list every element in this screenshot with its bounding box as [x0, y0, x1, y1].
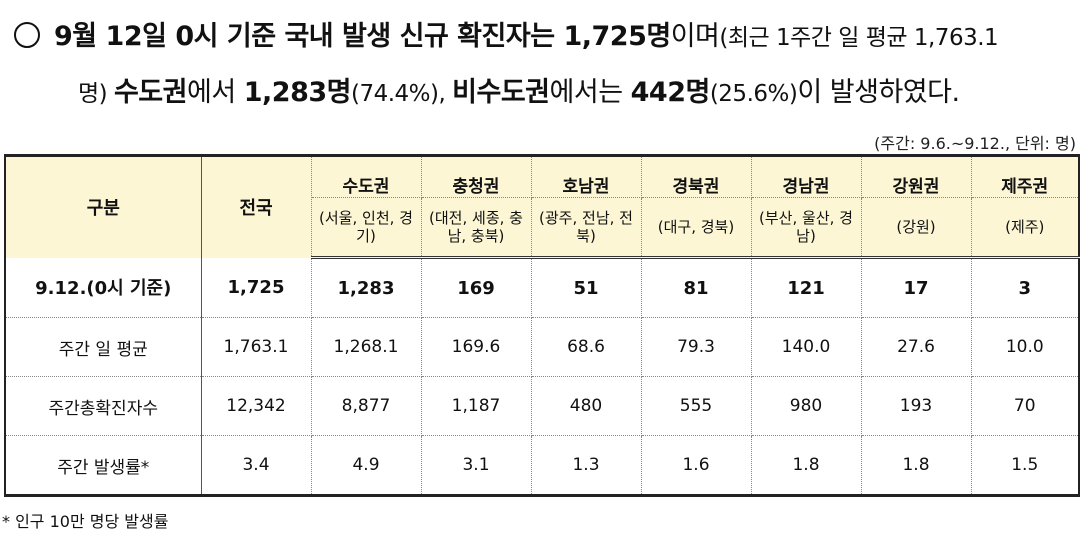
- summary-text: 에서는: [549, 77, 631, 108]
- non-capital-area-cases: 442명: [630, 77, 711, 108]
- table-cell: 140.0: [751, 317, 862, 377]
- header-row-regions: 구분 전국 수도권 충청권 호남권 경북권 경남권 강원권 제주권: [5, 155, 1079, 258]
- table-cell: 4.9: [311, 435, 422, 496]
- table-cell: 3.4: [201, 435, 312, 496]
- summary-text: 명): [78, 81, 114, 107]
- summary-text: 에서: [186, 77, 244, 108]
- table-cell: 555: [641, 376, 752, 436]
- regional-cases-table: 구분 전국 수도권 충청권 호남권 경북권 경남권 강원권 제주권 (서울, 인…: [4, 154, 1080, 497]
- table-cell: 81: [641, 257, 752, 318]
- table-cell: 27.6: [861, 317, 972, 377]
- non-capital-area-label: 비수도권: [452, 77, 550, 108]
- header-category: 구분: [5, 155, 202, 258]
- new-cases-total: 1,725명: [563, 21, 671, 52]
- header-region: 경남권: [751, 155, 862, 198]
- header-subregion: (부산, 울산, 경남): [751, 197, 862, 259]
- row-label: 주간 발생률*: [5, 435, 202, 496]
- unit-note: (주간: 9.6.~9.12., 단위: 명): [874, 134, 1076, 153]
- table-cell: 1,187: [421, 376, 532, 436]
- table-cell: 51: [531, 257, 642, 318]
- header-subregion: (광주, 전남, 전북): [531, 197, 642, 259]
- table-cell: 1.3: [531, 435, 642, 496]
- table-cell: 10.0: [971, 317, 1079, 377]
- summary-line-1: 9월 12일 0시 기준 국내 발생 신규 확진자는 1,725명이며(최근 1…: [14, 14, 999, 53]
- header-subregion: (대전, 세종, 충남, 충북): [421, 197, 532, 259]
- table-cell: 79.3: [641, 317, 752, 377]
- table-cell: 169: [421, 257, 532, 318]
- table-cell: 1,283: [311, 257, 422, 318]
- table-cell: 1,763.1: [201, 317, 312, 377]
- table-row: 주간 발생률* 3.4 4.9 3.1 1.3 1.6 1.8 1.8 1.5: [5, 435, 1079, 496]
- circle-bullet-icon: [14, 22, 40, 48]
- table-cell: 1.8: [751, 435, 862, 496]
- table-cell: 1.5: [1011, 455, 1039, 475]
- table-cell: 1.8: [861, 435, 972, 496]
- summary-text: 이며: [670, 21, 720, 52]
- table-cell: 17: [861, 257, 972, 318]
- capital-area-label: 수도권: [113, 77, 188, 108]
- capital-area-percent: (74.4%),: [351, 81, 453, 107]
- header-region: 호남권: [531, 155, 642, 198]
- table-cell: 1,725: [201, 257, 312, 318]
- header-subregion: (제주): [971, 197, 1079, 259]
- summary-text: 이 발생하였다.: [797, 77, 960, 108]
- table-cell: 169.6: [421, 317, 532, 377]
- table-cell: 1.6: [641, 435, 752, 496]
- header-nationwide: 전국: [201, 155, 312, 258]
- header-region: 제주권: [971, 155, 1079, 198]
- footnote: * 인구 10만 명당 발생률: [2, 512, 169, 531]
- table-row: 주간총확진자수 12,342 8,877 1,187 480 555 980 1…: [5, 376, 1079, 436]
- header-region: 충청권: [421, 155, 532, 198]
- capital-area-cases: 1,283명: [243, 77, 352, 108]
- header-region: 강원권: [861, 155, 972, 198]
- row-label: 주간 일 평균: [5, 317, 202, 377]
- table-cell: 480: [531, 376, 642, 436]
- table-cell: 70: [971, 376, 1079, 436]
- table-row: 9.12.(0시 기준) 1,725 1,283 169 51 81 121 1…: [5, 257, 1079, 318]
- table-cell: 193: [861, 376, 972, 436]
- summary-text: (최근 1주간 일 평균 1,763.1: [719, 25, 999, 51]
- row-label: 주간총확진자수: [5, 376, 202, 436]
- table-cell: 12,342: [201, 376, 312, 436]
- header-subregion: (서울, 인천, 경기): [311, 197, 422, 259]
- summary-line-2: 명) 수도권에서 1,283명(74.4%), 비수도권에서는 442명(25.…: [78, 70, 960, 109]
- header-region: 경북권: [641, 155, 752, 198]
- table-row: 주간 일 평균 1,763.1 1,268.1 169.6 68.6 79.3 …: [5, 317, 1079, 377]
- table-cell: 1,268.1: [311, 317, 422, 377]
- header-subregion: (대구, 경북): [641, 197, 752, 259]
- non-capital-area-percent: (25.6%): [709, 81, 798, 107]
- table-cell: 3: [971, 257, 1079, 318]
- header-row-subregions: (서울, 인천, 경기) (대전, 세종, 충남, 충북) (광주, 전남, 전…: [5, 197, 1079, 259]
- table-cell: 68.6: [531, 317, 642, 377]
- summary-text: 9월 12일 0시 기준 국내 발생 신규 확진자는: [54, 21, 564, 52]
- table-cell: 3.1: [421, 435, 532, 496]
- row-label: 9.12.(0시 기준): [5, 257, 202, 318]
- header-subregion: (강원): [861, 197, 972, 259]
- table-cell: 980: [751, 376, 862, 436]
- table-cell: 121: [751, 257, 862, 318]
- header-region: 수도권: [311, 155, 422, 198]
- table-cell: 8,877: [311, 376, 422, 436]
